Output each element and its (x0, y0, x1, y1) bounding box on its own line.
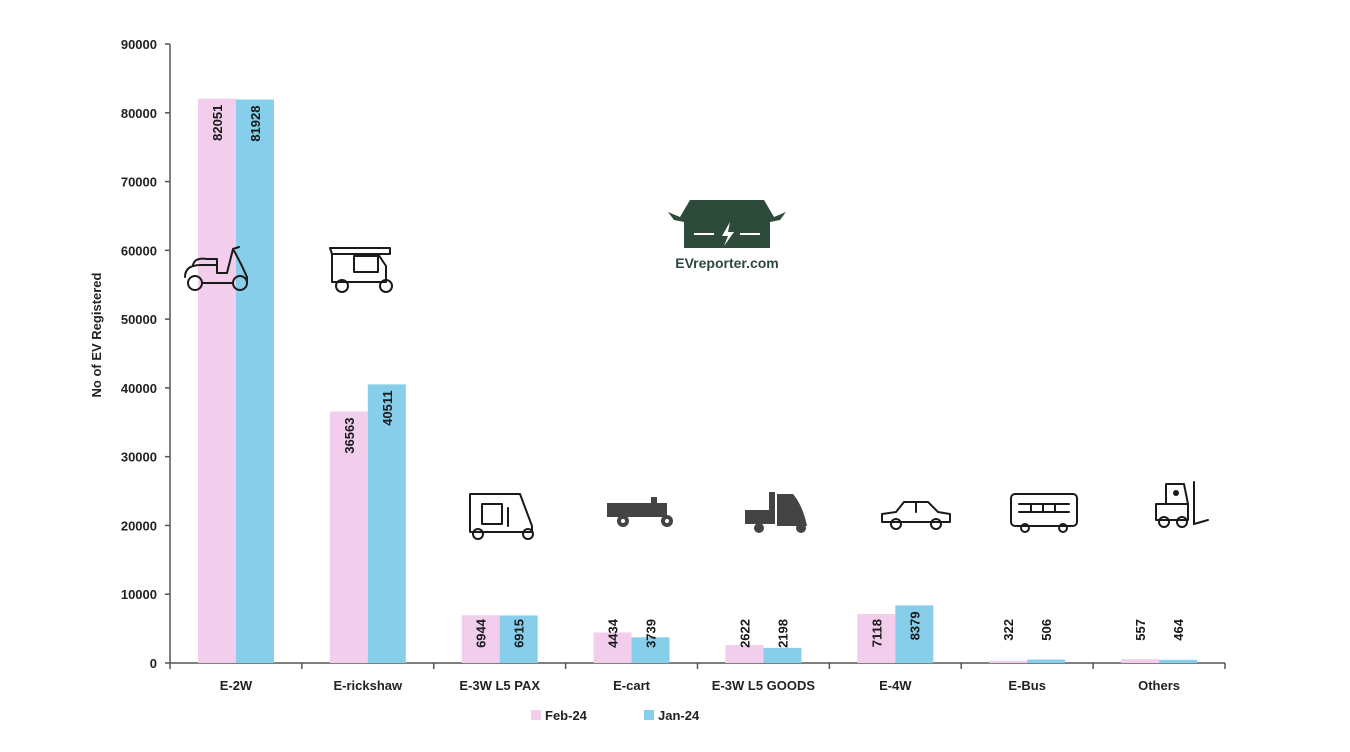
category-label: E-Bus (1008, 678, 1046, 693)
bar-jan-24 (499, 615, 538, 663)
legend-swatch-feb (531, 710, 541, 720)
car-icon (881, 501, 951, 530)
y-tick-label: 60000 (121, 243, 157, 258)
value-label: 6944 (474, 618, 489, 648)
value-label: 3739 (644, 619, 659, 648)
evreporter-logo: EVreporter.com (668, 200, 786, 271)
y-tick-label: 0 (150, 656, 157, 671)
value-label: 2622 (737, 619, 752, 648)
value-label: 40511 (380, 390, 395, 425)
value-label: 4434 (606, 618, 621, 648)
bar-feb-24 (197, 98, 236, 664)
y-axis-ticks: 0 10000 20000 30000 40000 50000 60000 70000 8000… (121, 37, 170, 671)
category-label: E-3W L5 GOODS (712, 678, 816, 693)
bar-feb-24 (725, 644, 764, 663)
value-label: 7118 (869, 619, 884, 647)
bar-feb-24 (857, 614, 896, 663)
category-label: E-3W L5 PAX (459, 678, 540, 693)
scooter-icon (184, 246, 248, 291)
y-tick-label: 90000 (121, 37, 157, 52)
bar-jan-24 (895, 605, 934, 663)
passenger-auto-icon (469, 493, 534, 540)
value-labels: 82051 36563 6944 4434 2622 7118 322 557 81928 405… (210, 105, 1186, 648)
y-tick-label: 20000 (121, 518, 157, 533)
value-label: 81928 (248, 106, 263, 142)
goods-carrier-icon (745, 492, 807, 533)
y-tick-label: 30000 (121, 450, 157, 465)
chart-axes (169, 44, 1225, 664)
legend-label-feb: Feb-24 (545, 708, 588, 723)
bar-feb-24 (1121, 659, 1160, 663)
value-label: 8379 (907, 611, 922, 640)
bar-series (197, 98, 1198, 664)
y-tick-label: 40000 (121, 381, 157, 396)
value-label: 557 (1133, 619, 1148, 641)
value-label: 322 (1001, 619, 1016, 641)
y-axis-title: No of EV Registered (89, 272, 104, 397)
category-label: E-2W (220, 678, 253, 693)
logo-text: EVreporter.com (675, 255, 779, 271)
legend: Feb-24 Jan-24 (531, 708, 700, 723)
category-labels: E-2W E-rickshaw E-3W L5 PAX E-cart E-3W L5 G… (220, 678, 1180, 693)
y-tick-label: 80000 (121, 106, 157, 121)
category-label: Others (1138, 678, 1180, 693)
bar-feb-24 (329, 411, 368, 663)
bar-jan-24 (367, 384, 406, 663)
y-tick-label: 50000 (121, 312, 157, 327)
value-label: 464 (1171, 618, 1186, 640)
value-label: 506 (1039, 619, 1054, 641)
bar-jan-24 (1159, 659, 1198, 663)
rickshaw-icon (329, 247, 393, 293)
car-logo-icon (668, 200, 786, 248)
value-label: 6915 (512, 619, 527, 648)
bar-feb-24 (593, 632, 632, 663)
bar-jan-24 (631, 637, 670, 663)
bar-jan-24 (235, 99, 274, 663)
category-label: E-4W (879, 678, 912, 693)
cart-icon (607, 497, 673, 527)
bus-icon (1010, 493, 1078, 533)
bar-jan-24 (1027, 659, 1066, 663)
bar-feb-24 (461, 615, 500, 663)
value-label: 2198 (775, 619, 790, 648)
y-tick-label: 10000 (121, 587, 157, 602)
x-axis-ticks (169, 663, 1226, 669)
value-label: 82051 (210, 105, 225, 141)
category-label: E-cart (613, 678, 651, 693)
y-tick-label: 70000 (121, 175, 157, 190)
forklift-icon (1155, 481, 1209, 528)
value-label: 36563 (342, 418, 357, 454)
category-label: E-rickshaw (333, 678, 403, 693)
legend-label-jan: Jan-24 (658, 708, 700, 723)
bar-jan-24 (763, 647, 802, 663)
bar-feb-24 (989, 660, 1028, 663)
legend-swatch-jan (644, 710, 654, 720)
